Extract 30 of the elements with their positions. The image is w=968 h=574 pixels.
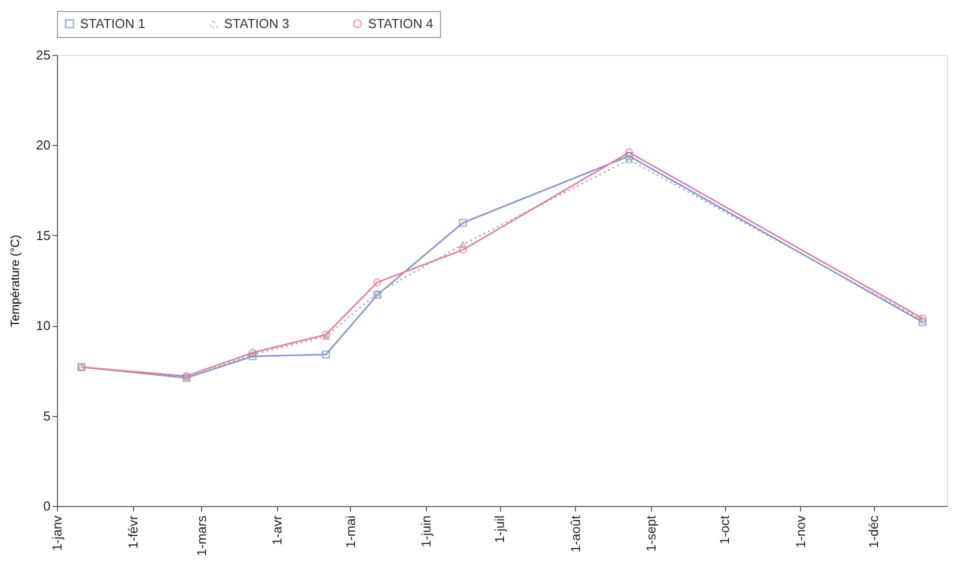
y-tick-label: 25 — [36, 48, 50, 62]
point — [458, 218, 467, 227]
x-tick-label: 1-mars — [194, 515, 209, 556]
point — [625, 156, 634, 164]
x-tick-label: 1-déc — [866, 515, 882, 548]
x-tick-label: 1-mai — [342, 515, 358, 548]
point — [625, 152, 634, 160]
y-tick-label: 20 — [36, 138, 50, 153]
legend-label: STATION 1 — [80, 16, 146, 31]
y-tick-label: 5 — [43, 408, 50, 424]
x-tick-label: 1-juil — [492, 515, 508, 543]
y-tick-label: 0 — [43, 498, 50, 514]
point — [625, 148, 634, 156]
legend-label: STATION 4 — [368, 16, 434, 31]
x-tick-label: 1-janv — [50, 515, 64, 551]
y-tick-label: 15 — [36, 228, 50, 243]
x-tick-label: 1-oct — [717, 515, 732, 544]
point — [458, 246, 467, 254]
y-axis-title: Température (°C) — [8, 234, 22, 328]
point — [322, 350, 330, 358]
x-tick-label: 1-nov — [792, 515, 808, 548]
x-tick-label: 1-juin — [418, 516, 434, 548]
y-tick-label: 10 — [36, 318, 50, 334]
point — [373, 278, 382, 286]
x-tick-label: 1-avr — [270, 514, 285, 546]
x-tick-label: 1-août — [568, 515, 583, 552]
legend-label: STATION 3 — [224, 16, 290, 31]
x-tick-label: 1-févr — [125, 514, 140, 549]
point — [458, 240, 467, 248]
x-tick-label: 1-sept — [644, 515, 659, 552]
